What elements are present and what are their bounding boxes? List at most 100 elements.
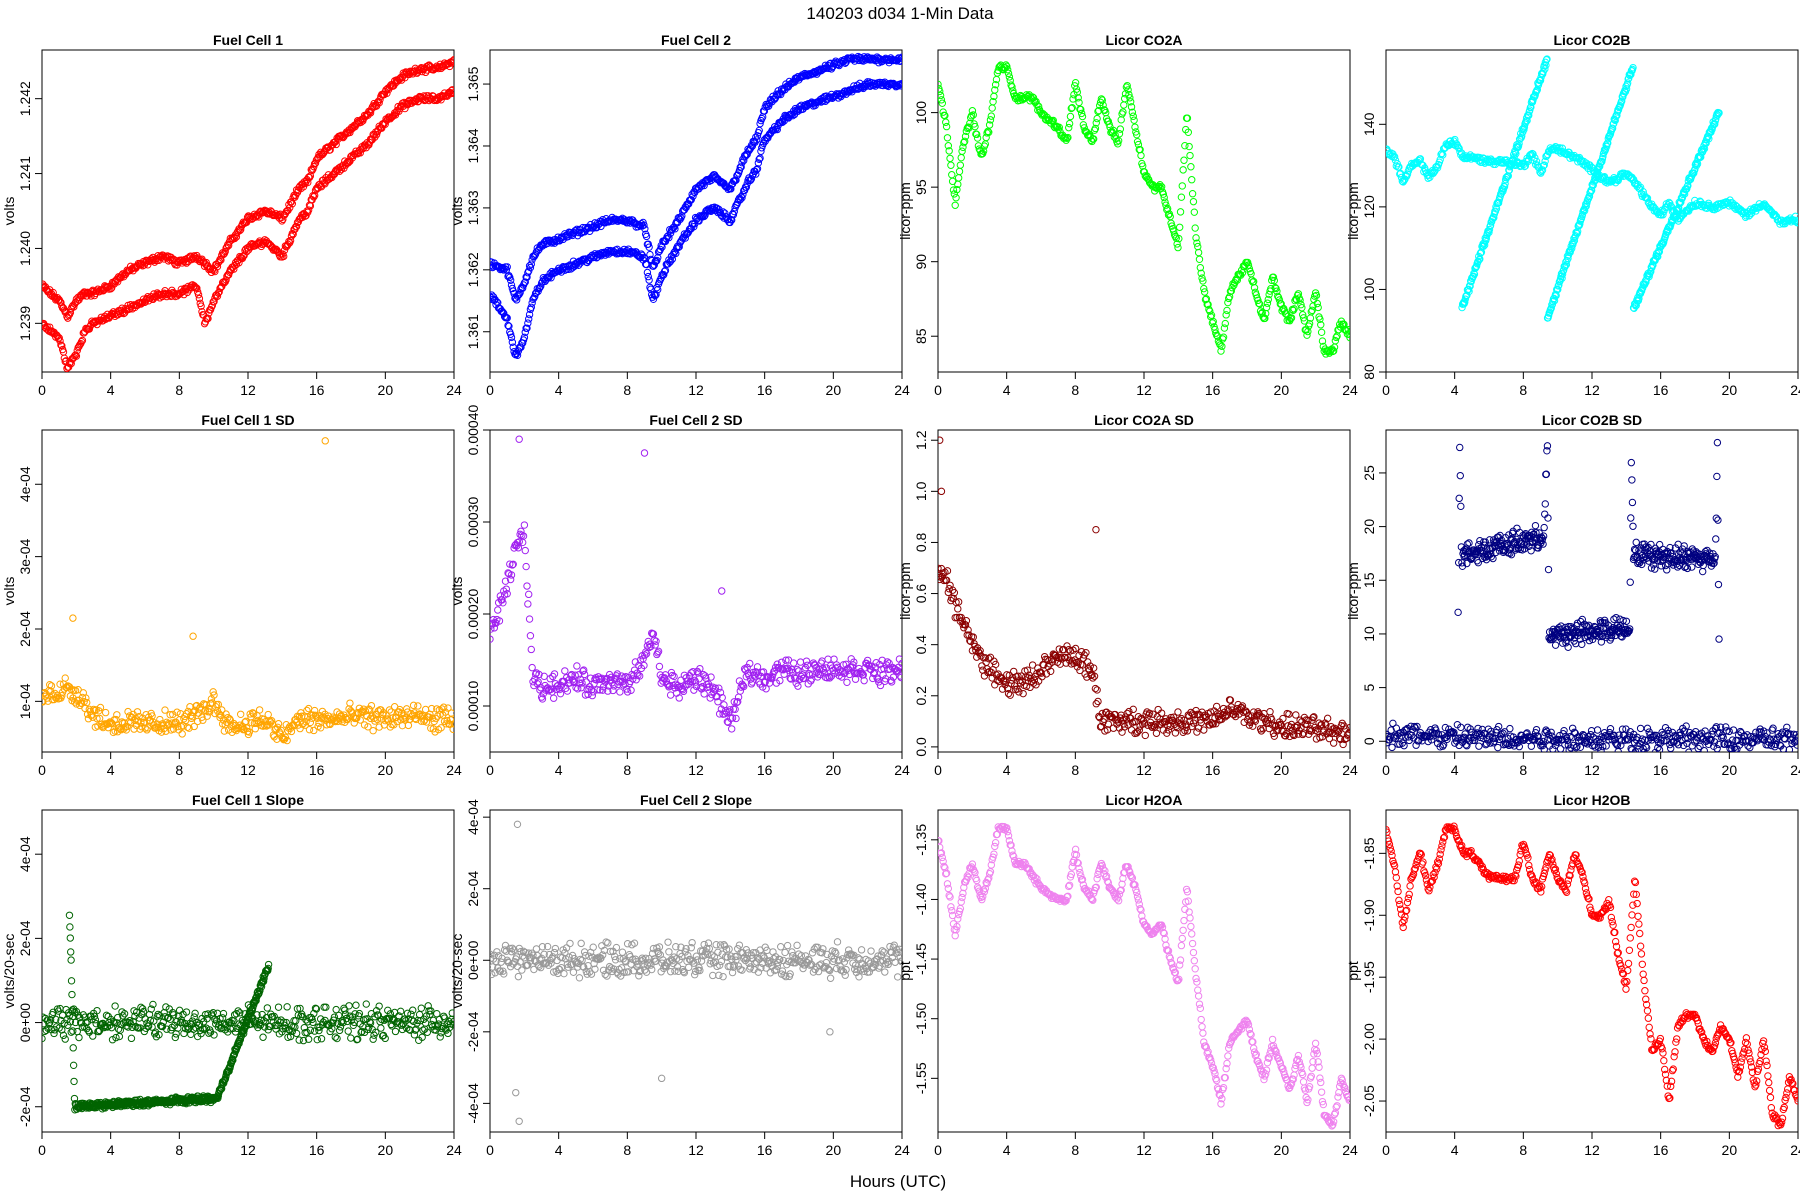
data-point <box>1137 151 1145 160</box>
data-point <box>1287 314 1296 322</box>
data-point <box>1312 291 1321 300</box>
data-point <box>696 664 704 673</box>
data-point <box>409 701 418 710</box>
data-point <box>1014 672 1022 680</box>
panel-6: Licor CO2A SD0 4 8 12 16 20 240.00.20.40.60.81… <box>897 412 1358 778</box>
data-point <box>1164 211 1173 219</box>
data-point <box>449 57 454 65</box>
panel-title: Fuel Cell 1 <box>213 32 283 48</box>
data-point <box>666 257 675 265</box>
data-point <box>82 694 90 702</box>
data-point <box>718 587 726 595</box>
data-point <box>410 709 419 717</box>
data-point <box>655 662 664 671</box>
data-point <box>304 178 312 187</box>
x-tick-label: 0 <box>38 382 46 398</box>
data-point <box>657 241 665 250</box>
data-point <box>216 255 224 264</box>
points-layer <box>490 52 902 360</box>
data-point <box>1264 295 1272 304</box>
data-point <box>166 711 174 719</box>
data-point <box>310 191 319 200</box>
data-point <box>284 240 292 249</box>
data-point <box>669 223 677 232</box>
data-point <box>1296 296 1304 304</box>
data-point <box>1065 646 1073 654</box>
data-point <box>1153 713 1162 721</box>
panel-title: Fuel Cell 2 <box>661 32 731 48</box>
data-point <box>985 121 994 129</box>
data-point <box>802 657 811 665</box>
data-point <box>689 667 697 676</box>
x-tick-label: 8 <box>175 762 183 778</box>
data-point <box>1154 705 1162 714</box>
data-point <box>1019 689 1027 698</box>
data-point <box>236 226 244 235</box>
data-point <box>641 651 649 659</box>
data-point <box>1119 108 1127 116</box>
data-point <box>1092 700 1100 708</box>
data-point <box>506 273 514 282</box>
data-point <box>652 257 660 266</box>
data-point <box>973 134 982 142</box>
data-point <box>1461 295 1469 303</box>
data-point <box>448 86 454 94</box>
data-point <box>358 707 366 715</box>
data-point <box>878 656 886 664</box>
x-tick-label: 20 <box>1722 382 1738 398</box>
data-point <box>109 728 118 737</box>
data-point <box>69 614 77 622</box>
data-point <box>1515 159 1524 168</box>
data-point <box>218 706 226 714</box>
data-point <box>197 706 205 714</box>
data-point <box>506 330 515 338</box>
data-point <box>1072 85 1081 93</box>
data-point <box>1199 277 1207 285</box>
data-point <box>1023 666 1032 674</box>
data-point <box>1179 166 1187 174</box>
data-point <box>676 215 684 224</box>
data-point <box>67 359 75 368</box>
data-point <box>773 660 781 668</box>
x-tick-label: 4 <box>1003 762 1011 778</box>
data-point <box>641 225 649 233</box>
x-tick-label: 0 <box>38 762 46 778</box>
data-point <box>1207 719 1216 727</box>
data-point <box>1128 108 1137 117</box>
data-point <box>1188 190 1197 198</box>
data-point <box>603 674 611 683</box>
data-point <box>295 713 303 721</box>
data-point <box>1531 154 1539 162</box>
data-point <box>173 708 181 716</box>
data-point <box>525 315 533 323</box>
data-point <box>535 670 543 679</box>
data-point <box>671 684 679 692</box>
data-point <box>860 676 868 685</box>
data-point <box>204 314 212 323</box>
data-point <box>738 680 746 688</box>
data-point <box>898 53 902 61</box>
data-point <box>701 211 709 220</box>
data-point <box>1156 181 1164 189</box>
data-point <box>1131 123 1139 131</box>
data-point <box>823 674 831 682</box>
data-point <box>396 705 404 714</box>
y-tick-label: 1.362 <box>465 252 481 287</box>
data-point <box>964 123 972 131</box>
data-point <box>499 599 507 607</box>
data-point <box>1160 193 1168 202</box>
data-point <box>1700 144 1709 153</box>
data-point <box>1255 299 1263 308</box>
data-point <box>506 575 515 584</box>
data-point <box>1080 651 1088 659</box>
data-point <box>193 717 202 726</box>
data-point <box>490 624 499 632</box>
data-point <box>270 733 278 741</box>
x-tick-label: 12 <box>1136 762 1152 778</box>
data-point <box>64 363 73 371</box>
data-point <box>1135 726 1143 734</box>
data-point <box>209 688 217 696</box>
data-point <box>520 521 529 529</box>
data-point <box>72 700 81 708</box>
data-point <box>314 184 322 192</box>
